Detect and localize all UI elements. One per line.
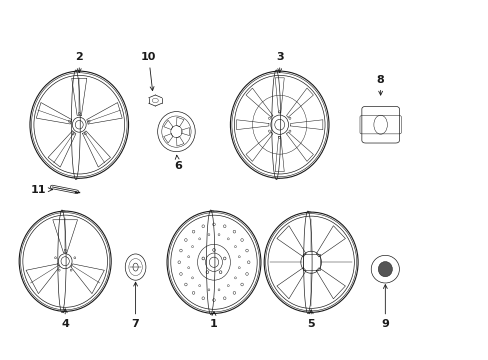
Text: 7: 7: [131, 282, 139, 329]
Text: 2: 2: [75, 52, 83, 73]
Text: 10: 10: [141, 52, 156, 91]
Text: 11: 11: [31, 185, 52, 195]
Text: 9: 9: [381, 285, 388, 329]
Bar: [302, 254, 319, 270]
Text: 4: 4: [61, 309, 69, 329]
Text: 3: 3: [275, 52, 283, 73]
Text: 5: 5: [307, 310, 314, 329]
Text: 8: 8: [376, 75, 384, 95]
Text: 6: 6: [174, 155, 182, 171]
Text: 1: 1: [210, 312, 218, 329]
Ellipse shape: [378, 262, 391, 277]
